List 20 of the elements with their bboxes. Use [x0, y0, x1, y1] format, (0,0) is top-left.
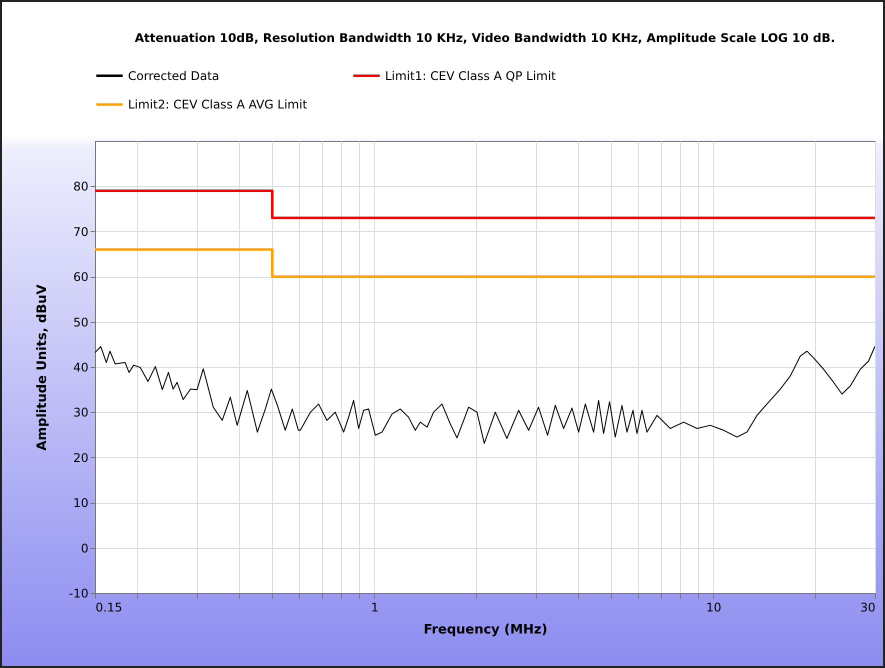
y-tick-label: 80 [73, 180, 88, 194]
legend-label: Limit2: CEV Class A AVG Limit [128, 98, 308, 112]
y-tick-label: 40 [73, 360, 88, 374]
x-tick-label: 1 [370, 600, 379, 614]
y-axis-title: Amplitude Units, dBuV [34, 284, 50, 451]
y-tick-label: 60 [73, 270, 88, 284]
y-tick-label: 10 [73, 496, 88, 510]
y-tick-label: 50 [73, 315, 88, 330]
legend-label: Corrected Data [128, 68, 220, 83]
y-tick-label: 20 [73, 450, 88, 465]
legend-label: Limit1: CEV Class A QP Limit [385, 68, 556, 83]
y-tick-label: 0 [80, 541, 88, 556]
x-tick-label: 30 [860, 600, 876, 614]
y-tick-label: 70 [73, 224, 88, 239]
x-tick-label: 0.15 [96, 600, 122, 614]
x-axis-title: Frequency (MHz) [424, 622, 548, 638]
chart-title: Attenuation 10dB, Resolution Bandwidth 10 KHz, Video Bandwidth 10 KHz, Amplitude Scale LOG 10 dB. [134, 31, 836, 45]
x-tick-label: 10 [706, 600, 722, 614]
y-tick-label: -10 [68, 586, 88, 600]
y-tick-label: 30 [73, 406, 88, 420]
